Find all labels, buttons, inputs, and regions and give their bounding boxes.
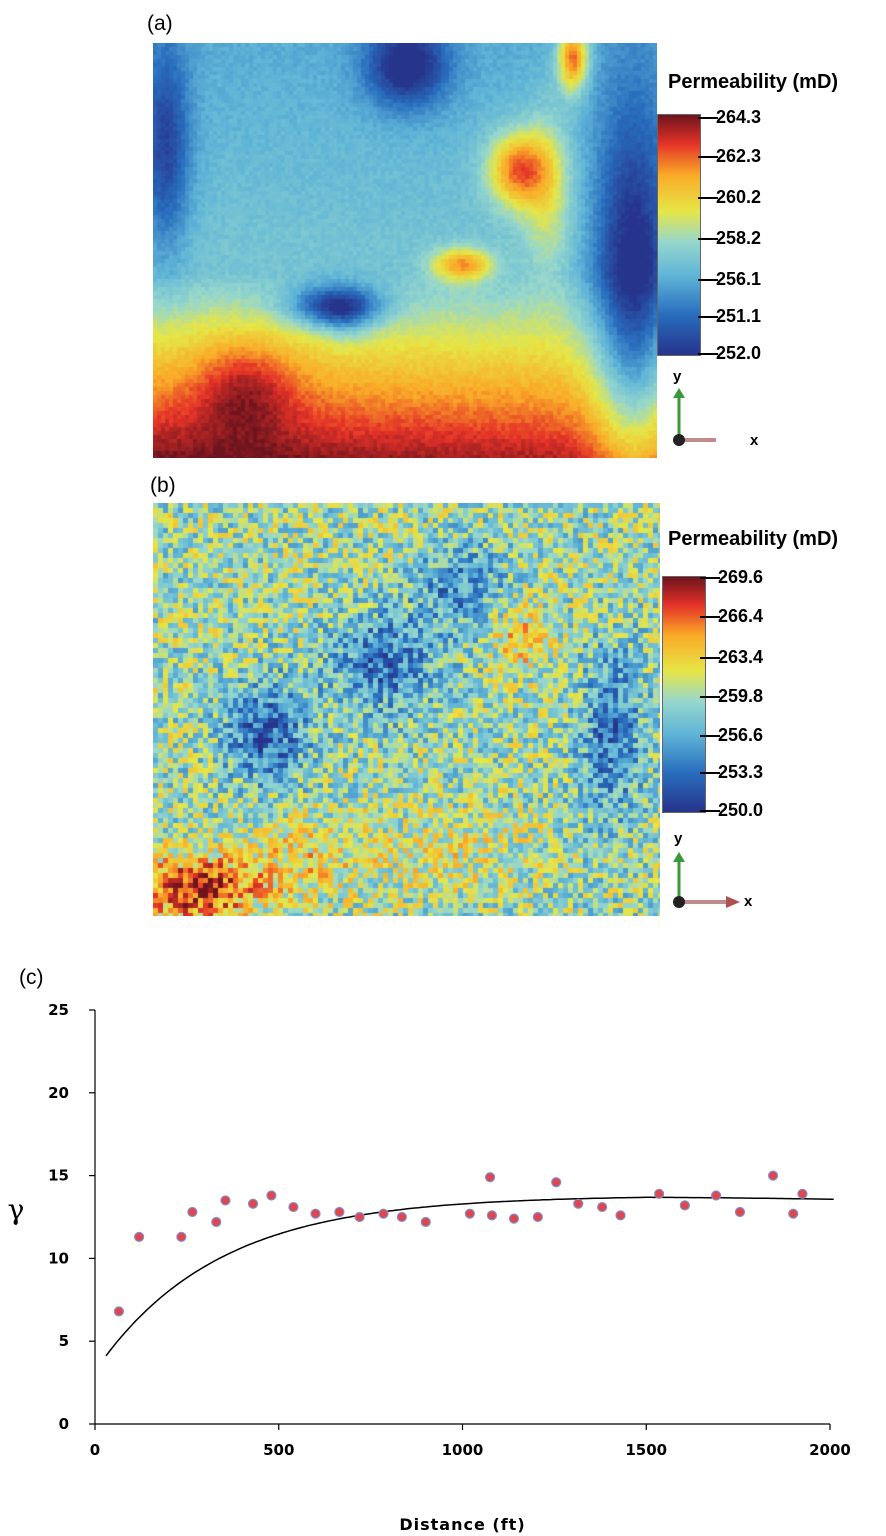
colorbar-tick-label: 266.4 bbox=[718, 606, 764, 626]
data-point bbox=[187, 1206, 198, 1218]
colorbar-a-title: Permeability (mD) bbox=[668, 71, 839, 93]
data-point bbox=[220, 1195, 231, 1206]
colorbar-tick bbox=[698, 279, 718, 281]
axis-b-x-label: x bbox=[744, 893, 753, 910]
colorbar-tick-label: 260.2 bbox=[716, 187, 762, 207]
colorbar-tick bbox=[698, 117, 718, 119]
colorbar-tick bbox=[700, 657, 720, 659]
data-point bbox=[508, 1213, 520, 1224]
data-point bbox=[247, 1198, 259, 1209]
axis-a-y-label: y bbox=[673, 368, 682, 385]
data-point bbox=[797, 1188, 808, 1199]
colorbar-tick bbox=[698, 197, 718, 199]
colorbar-tick-label: 256.6 bbox=[718, 725, 764, 745]
colorbar-tick bbox=[698, 353, 718, 355]
colorbar-b bbox=[662, 576, 706, 813]
data-point bbox=[486, 1210, 497, 1221]
x-tick-label: 2000 bbox=[809, 1441, 851, 1459]
colorbar-tick bbox=[700, 616, 720, 618]
data-point bbox=[532, 1211, 543, 1223]
colorbar-tick-label: 258.2 bbox=[716, 228, 762, 248]
x-tick-label: 1500 bbox=[625, 1441, 667, 1459]
colorbar-tick-label: 269.6 bbox=[718, 567, 764, 587]
data-point bbox=[420, 1216, 431, 1228]
axis-a-x-label: x bbox=[750, 432, 759, 449]
data-point bbox=[211, 1216, 222, 1228]
data-point bbox=[266, 1190, 277, 1201]
y-tick-label: 5 bbox=[59, 1332, 69, 1350]
permeability-map-b bbox=[153, 503, 660, 916]
colorbar-tick-label: 263.4 bbox=[718, 647, 764, 667]
x-tick-label: 500 bbox=[263, 1441, 294, 1459]
colorbar-tick bbox=[698, 316, 718, 318]
colorbar-tick bbox=[700, 772, 720, 774]
data-point bbox=[573, 1198, 584, 1209]
data-point bbox=[134, 1231, 145, 1242]
data-point bbox=[615, 1210, 626, 1221]
colorbar-tick bbox=[698, 238, 718, 240]
data-point bbox=[354, 1211, 365, 1223]
colorbar-tick bbox=[698, 156, 718, 158]
colorbar-tick-label: 253.3 bbox=[718, 762, 764, 782]
data-point bbox=[310, 1208, 321, 1219]
chart-axes: 0 5 10 15 20 25 0 500 1000 1500 2000 Distance (ft) γ bbox=[8, 1001, 851, 1534]
data-point bbox=[176, 1231, 187, 1242]
data-point bbox=[113, 1306, 124, 1317]
y-axis-label: γ bbox=[8, 1193, 25, 1226]
data-point bbox=[679, 1200, 690, 1211]
data-point bbox=[788, 1208, 799, 1219]
data-point bbox=[396, 1211, 407, 1223]
y-tick-label: 20 bbox=[48, 1084, 69, 1102]
data-point bbox=[378, 1208, 389, 1219]
data-points-group bbox=[113, 1170, 808, 1317]
colorbar-tick-label: 252.0 bbox=[716, 343, 762, 363]
y-tick-label: 15 bbox=[48, 1167, 69, 1185]
data-point bbox=[464, 1208, 475, 1219]
panel-c-label: (c) bbox=[19, 966, 44, 989]
colorbar-b-title: Permeability (mD) bbox=[668, 528, 839, 550]
colorbar-tick-label: 251.1 bbox=[716, 306, 762, 326]
x-axis-label: Distance (ft) bbox=[399, 1515, 525, 1534]
y-tick-label: 10 bbox=[48, 1249, 69, 1267]
permeability-map-a bbox=[153, 43, 657, 458]
y-tick-label: 0 bbox=[59, 1415, 69, 1433]
y-tick-label: 25 bbox=[48, 1001, 69, 1019]
colorbar-tick bbox=[700, 735, 720, 737]
colorbar-tick-label: 259.8 bbox=[718, 686, 764, 706]
colorbar-a bbox=[657, 114, 701, 356]
data-point bbox=[734, 1206, 746, 1218]
panel-b-label: (b) bbox=[150, 474, 176, 497]
colorbar-tick-label: 262.3 bbox=[716, 146, 762, 166]
colorbar-tick-label: 256.1 bbox=[716, 269, 762, 289]
x-tick-label: 0 bbox=[90, 1441, 100, 1459]
data-point bbox=[288, 1201, 299, 1213]
colorbar-tick-label: 264.3 bbox=[716, 107, 762, 127]
axis-b-y-label: y bbox=[674, 830, 683, 847]
colorbar-tick bbox=[700, 696, 720, 698]
data-point bbox=[710, 1190, 722, 1201]
data-point bbox=[334, 1206, 345, 1218]
data-point bbox=[484, 1172, 496, 1183]
data-point bbox=[597, 1201, 608, 1213]
colorbar-tick-label: 250.0 bbox=[718, 800, 764, 820]
colorbar-tick bbox=[700, 810, 720, 812]
colorbar-tick bbox=[700, 577, 720, 579]
x-tick-label: 1000 bbox=[442, 1441, 484, 1459]
data-point bbox=[767, 1170, 779, 1181]
panel-a-label: (a) bbox=[147, 12, 173, 35]
data-point bbox=[654, 1188, 665, 1199]
data-point bbox=[551, 1177, 562, 1188]
